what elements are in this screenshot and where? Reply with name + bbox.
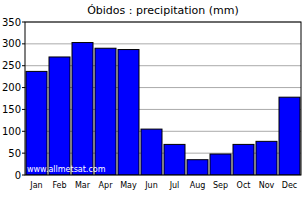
x-tick-label: Dec	[282, 181, 297, 190]
x-tick-label: Jan	[29, 181, 42, 190]
bar	[256, 141, 277, 175]
plot-frame	[25, 22, 301, 175]
bar	[26, 71, 47, 175]
bar	[72, 43, 93, 175]
y-tick-label: 100	[2, 126, 21, 137]
x-tick-label: Aug	[190, 181, 206, 190]
x-tick-label: Jul	[169, 181, 180, 190]
y-tick-label: 300	[2, 38, 21, 49]
bar	[233, 144, 254, 175]
bar	[210, 154, 231, 175]
x-tick-label: Nov	[259, 181, 275, 190]
bar	[187, 160, 208, 175]
y-tick-label: 150	[2, 104, 21, 115]
title: Óbidos : precipitation (mm)	[87, 4, 239, 17]
background	[0, 0, 306, 200]
y-tick-label: 250	[2, 60, 21, 71]
bar	[49, 57, 70, 175]
x-tick-label: Apr	[99, 181, 114, 190]
grid-line	[25, 43, 301, 44]
bar	[279, 97, 300, 175]
x-tick-label: Sep	[213, 181, 228, 190]
bar	[95, 48, 116, 175]
y-tick-label: 350	[2, 17, 21, 28]
bar	[141, 129, 162, 175]
y-tick-label: 200	[2, 82, 21, 93]
chart-root: Óbidos : precipitation (mm) 0 50 100 150 200 2…	[0, 0, 306, 200]
y-tick-label: 50	[8, 148, 21, 159]
y-tick-label: 0	[15, 170, 21, 181]
chart: Óbidos : precipitation (mm) 0 50 100 150 200 2…	[0, 0, 306, 200]
bar	[118, 50, 139, 175]
bar	[164, 144, 185, 175]
x-tick-label: Feb	[52, 181, 66, 190]
x-tick-label: May	[120, 181, 137, 190]
bars	[26, 43, 300, 175]
x-tick-label: Mar	[75, 181, 91, 190]
watermark: www.allmetsat.com	[27, 165, 106, 174]
x-tick-label: Oct	[237, 181, 251, 190]
x-tick-label: Jun	[144, 181, 158, 190]
